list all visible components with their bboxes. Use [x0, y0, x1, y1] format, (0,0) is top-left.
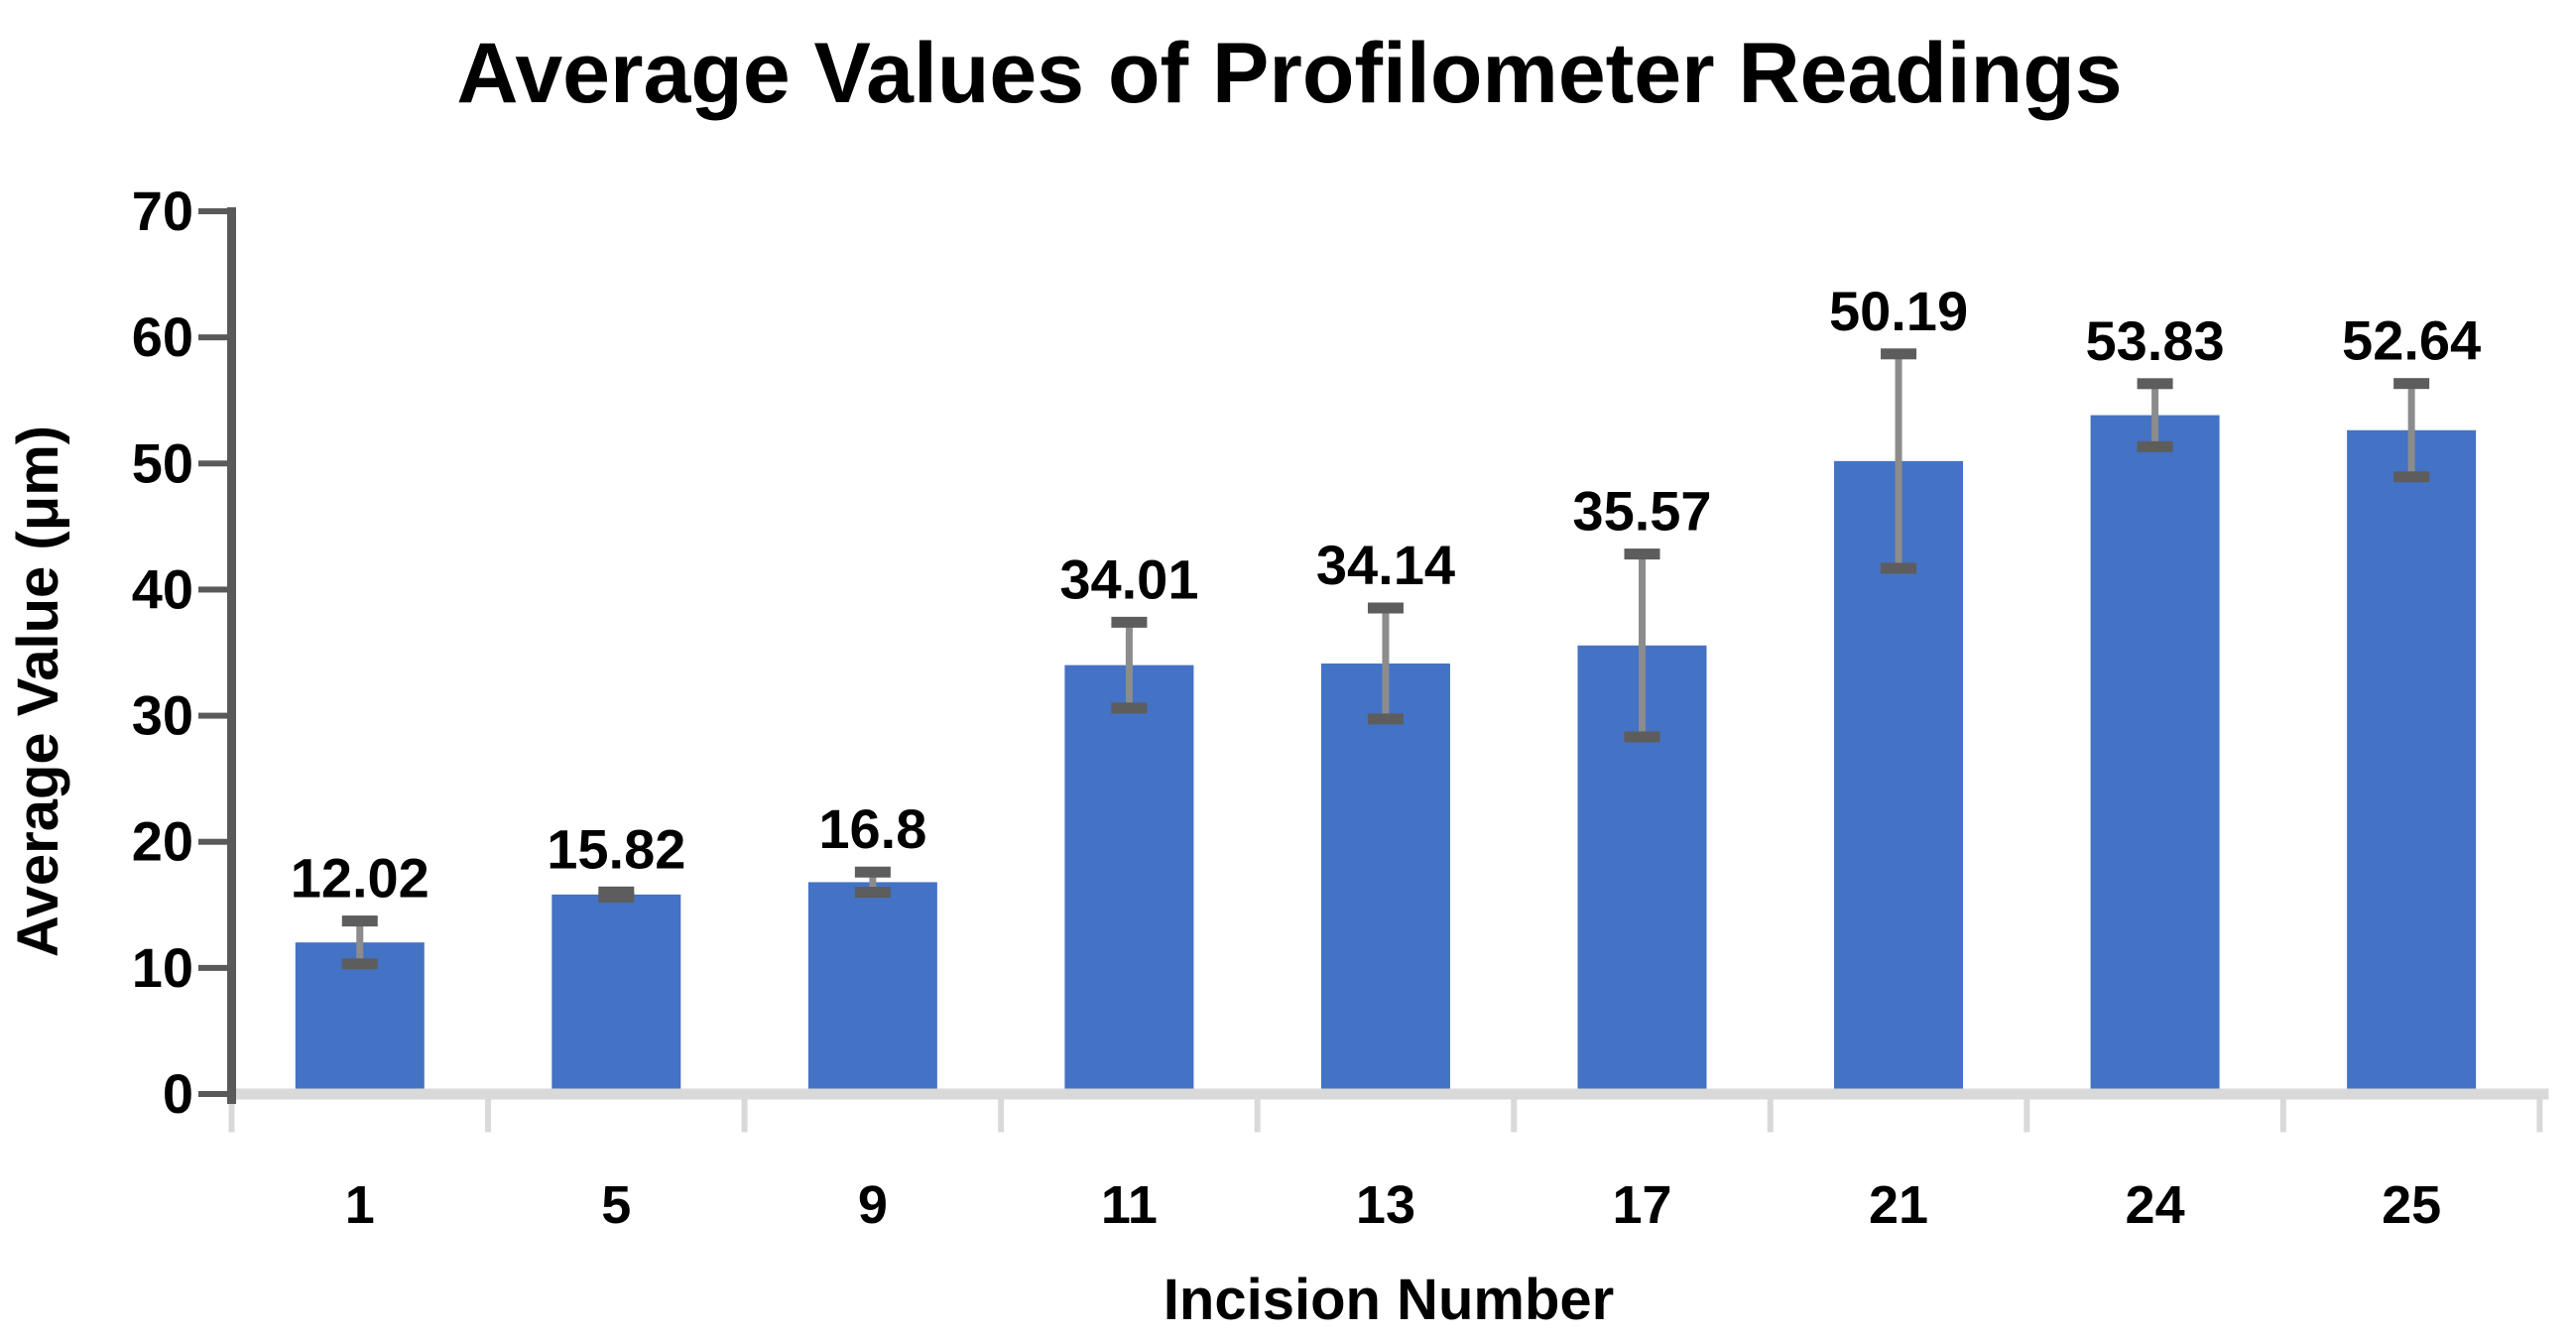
data-label: 34.14: [1316, 534, 1455, 596]
y-tick-label: 20: [132, 810, 193, 873]
y-axis-tick: [198, 460, 227, 467]
x-axis-baseline: [226, 1088, 2549, 1100]
y-tick-label: 50: [132, 431, 193, 494]
x-category-label: 11: [1101, 1175, 1158, 1235]
y-axis-tick: [198, 334, 227, 341]
data-label: 34.01: [1059, 548, 1198, 610]
y-axis-group: 0 10 20 30 40 50 60 70: [132, 180, 236, 1125]
bar: [807, 882, 937, 1089]
bar: [1064, 665, 1194, 1089]
error-bar-cap-top: [2393, 378, 2430, 390]
data-label: 52.64: [2342, 309, 2481, 372]
y-axis-tick: [198, 712, 227, 719]
error-bar-cap-top: [1881, 348, 1917, 360]
error-bar-cap-bottom: [1881, 562, 1917, 574]
bar: [552, 894, 681, 1089]
x-category-label: 5: [601, 1175, 631, 1235]
x-axis-tick: [1767, 1099, 1774, 1133]
data-label: 15.82: [547, 817, 685, 880]
x-category-label: 13: [1356, 1175, 1415, 1235]
error-bar-line: [1125, 622, 1133, 708]
x-category-label: 24: [2126, 1175, 2185, 1235]
x-category-label: 1: [345, 1175, 375, 1235]
error-bar-cap-top: [341, 915, 378, 927]
x-axis-tick: [1511, 1099, 1518, 1133]
x-axis-tick: [2024, 1099, 2030, 1133]
error-bar-line: [1638, 553, 1646, 737]
y-tick-label: 0: [163, 1062, 193, 1125]
y-axis-tick: [198, 208, 227, 214]
y-axis-line: [227, 207, 236, 1104]
error-bar-line: [356, 920, 364, 964]
x-axis-tick: [228, 1099, 235, 1133]
x-axis-tick: [998, 1099, 1005, 1133]
error-bar-cap-top: [1624, 548, 1660, 560]
error-bar-cap-bottom: [1624, 731, 1660, 743]
x-axis-tick: [2279, 1099, 2286, 1133]
y-tick-label: 60: [132, 305, 193, 368]
x-axis-tick: [741, 1099, 748, 1133]
y-axis-title: Average Value (μm): [6, 426, 70, 957]
chart-title: Average Values of Profilometer Readings: [456, 26, 2122, 121]
y-axis-tick: [198, 838, 227, 845]
error-bar-line: [1382, 607, 1390, 719]
data-label: 12.02: [291, 847, 429, 910]
error-bar-cap-bottom: [1367, 713, 1404, 725]
error-bar-cap-top: [1111, 616, 1148, 628]
error-bar-cap-bottom: [341, 958, 378, 970]
bar: [2090, 415, 2220, 1089]
y-axis-tick: [198, 1091, 227, 1097]
x-axis-baseline-group: [226, 1088, 2549, 1133]
x-axis-title: Incision Number: [1164, 1268, 1614, 1332]
x-category-label: 17: [1612, 1175, 1671, 1235]
data-label: 53.83: [2086, 309, 2225, 372]
error-bar-line: [2407, 383, 2415, 477]
y-tick-label: 10: [132, 936, 193, 999]
x-category-label: 9: [858, 1175, 888, 1235]
error-bar-cap-bottom: [1111, 702, 1148, 714]
error-bar-cap-bottom: [598, 891, 635, 903]
data-label: 50.19: [1829, 280, 1968, 342]
x-axis-tick: [1254, 1099, 1261, 1133]
error-bar-cap-bottom: [854, 887, 891, 899]
error-bar-cap-top: [854, 866, 891, 878]
error-bar-cap-bottom: [2393, 471, 2430, 483]
x-category-label: 21: [1869, 1175, 1928, 1235]
error-bar-line: [2151, 383, 2159, 447]
error-bar-cap-top: [1367, 602, 1404, 614]
error-bars-group: [341, 348, 2430, 970]
error-bar-cap-bottom: [2137, 440, 2173, 452]
error-bar-line: [1895, 353, 1902, 568]
labels-group: 12.02 1 15.82 5 16.8 9 34.01 11 34.14 13 35.57 17 50…: [291, 280, 2481, 1235]
error-bar-line: [869, 872, 877, 893]
y-tick-label: 30: [132, 684, 193, 747]
bar: [1320, 663, 1450, 1089]
x-axis-tick: [2536, 1099, 2543, 1133]
x-category-label: 25: [2382, 1175, 2441, 1235]
y-tick-label: 70: [132, 180, 193, 242]
data-label: 16.8: [818, 797, 926, 860]
bars-group: [295, 415, 2477, 1089]
bar: [2347, 429, 2477, 1089]
y-axis-tick: [198, 964, 227, 971]
y-axis-tick: [198, 586, 227, 593]
data-label: 35.57: [1572, 480, 1711, 543]
x-axis-tick: [485, 1099, 492, 1133]
error-bar-cap-top: [2137, 378, 2173, 390]
y-tick-label: 40: [132, 557, 193, 620]
